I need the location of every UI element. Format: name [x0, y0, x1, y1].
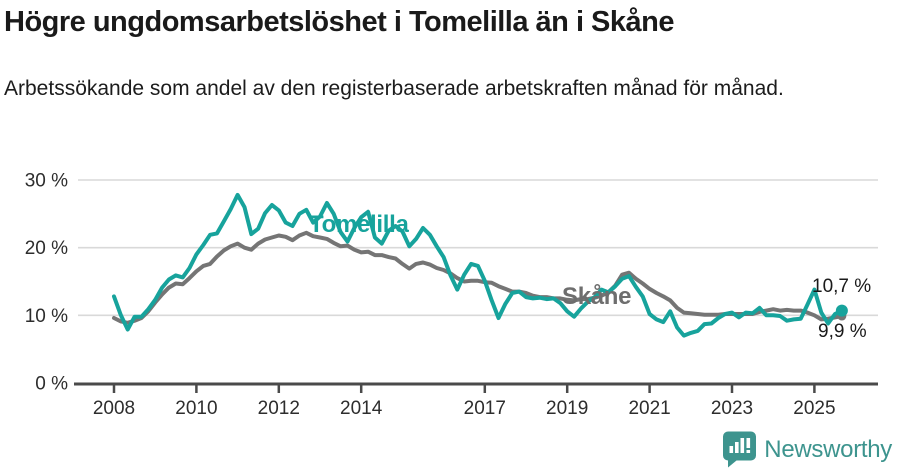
x-axis-tick-label: 2023: [711, 398, 753, 419]
exclamation-bar: [746, 438, 751, 448]
y-axis-tick-label: 30 %: [25, 170, 68, 191]
newsworthy-logo: Newsworthy: [722, 431, 892, 468]
end-dot-tomelilla: [835, 304, 848, 317]
bar-chart-speech-bubble-icon: [723, 431, 757, 468]
page-title: Högre ungdomsarbetslöshet i Tomelilla än…: [4, 6, 675, 38]
y-axis-tick-label: 20 %: [25, 238, 68, 259]
exclamation-dot: [746, 450, 751, 453]
bar-medium: [735, 442, 739, 453]
x-axis-tick-label: 2008: [93, 398, 135, 419]
x-axis-tick-label: 2017: [464, 398, 506, 419]
y-axis-tick-label: 10 %: [25, 306, 68, 327]
bar-small: [729, 446, 734, 453]
end-value-skane: 9,9 %: [818, 321, 867, 342]
x-axis-tick-label: 2019: [546, 398, 588, 419]
series-line-tomelilla: [112, 192, 844, 338]
x-axis-tick-label: 2010: [175, 398, 217, 419]
chart-subtitle: Arbetssökande som andel av den registerb…: [4, 77, 784, 100]
x-axis-tick-label: 2014: [340, 398, 383, 419]
end-value-tomelilla: 10,7 %: [812, 276, 872, 297]
x-axis-tick-label: 2021: [628, 398, 670, 419]
y-axis-tick-label: 0 %: [35, 374, 68, 395]
brand-name: Newsworthy: [764, 435, 892, 463]
series-line-skåne: [112, 230, 844, 325]
x-axis-tick-label: 2012: [258, 398, 300, 419]
bar-tall: [740, 438, 745, 453]
series-label-skane: Skåne: [562, 283, 632, 310]
x-axis-tick-label: 2025: [793, 398, 835, 419]
speech-bubble-shape: [723, 431, 757, 468]
series-label-tomelilla: Tomelilla: [309, 211, 409, 238]
